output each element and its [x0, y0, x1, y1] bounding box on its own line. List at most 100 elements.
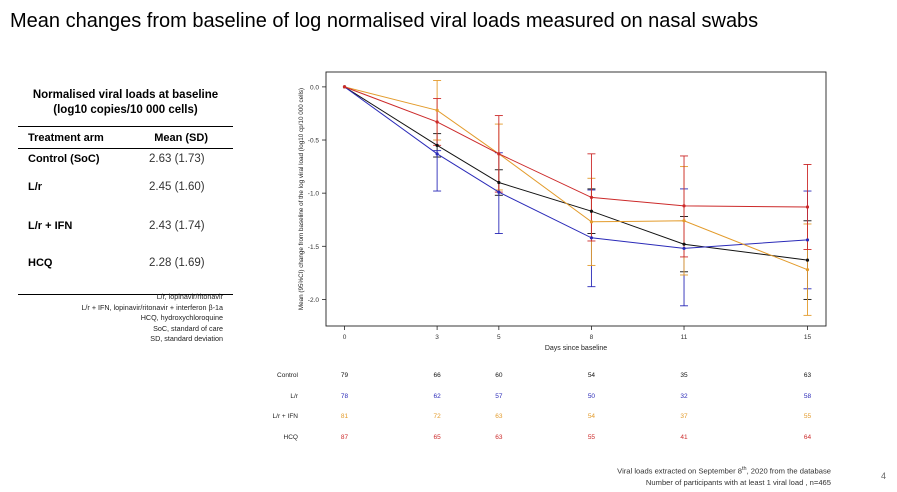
at-risk-count: 58 — [804, 393, 812, 400]
at-risk-count: 63 — [804, 372, 812, 379]
footnote-line-2: Number of participants with at least 1 v… — [645, 477, 831, 487]
abbreviation-line: L/r + IFN, lopinavir/ritonavir + interfe… — [81, 302, 223, 312]
abbreviation-line: SD, standard deviation — [150, 334, 223, 344]
at-risk-count: 63 — [495, 413, 503, 420]
at-risk-count: 54 — [588, 372, 596, 379]
at-risk-count: 50 — [588, 393, 596, 400]
arm-name: HCQ — [28, 257, 53, 269]
arm-mean: 2.63 (1.73) — [149, 153, 205, 165]
table-caption: Normalised viral loads at baseline (log1… — [18, 88, 233, 118]
x-tick-label: 8 — [590, 334, 594, 341]
plot-frame — [325, 71, 827, 327]
at-risk-count: 60 — [495, 372, 503, 379]
at-risk-count: 32 — [680, 393, 688, 400]
abbreviations-legend: L/r, lopinavir/ritonavir L/r + IFN, lopi… — [10, 292, 223, 345]
col-header-mean: Mean (SD) — [154, 132, 208, 144]
data-point — [682, 204, 686, 208]
data-point — [435, 152, 439, 156]
arm-name: L/r + IFN — [28, 220, 73, 232]
abbreviation-line: L/r, lopinavir/ritonavir — [156, 292, 223, 301]
at-risk-count: 66 — [433, 372, 441, 379]
x-axis-label: Days since baseline — [545, 345, 607, 352]
data-point — [497, 180, 501, 185]
at-risk-count: 87 — [341, 434, 349, 441]
at-risk-count: 41 — [680, 434, 688, 441]
col-header-arm: Treatment arm — [28, 132, 104, 144]
arm-name: L/r — [28, 181, 43, 193]
data-point — [342, 85, 347, 89]
y-tick-label: -1.5 — [308, 244, 320, 251]
arm-mean: 2.43 (1.74) — [149, 220, 205, 232]
data-point — [805, 205, 810, 209]
table-row: L/r + IFN 2.43 (1.74) — [18, 220, 233, 240]
data-point — [805, 268, 810, 272]
data-point — [682, 246, 686, 251]
at-risk-row-label: HCQ — [284, 434, 298, 441]
at-risk-count: 62 — [433, 393, 441, 400]
data-point — [589, 236, 594, 240]
at-risk-row-label: Control — [277, 372, 299, 379]
footnote: Viral loads extracted on September 8th, … — [617, 464, 831, 488]
y-tick-label: -0.5 — [308, 138, 320, 145]
caption-line-2: (log10 copies/10 000 cells) — [53, 104, 198, 116]
data-point — [435, 120, 439, 124]
abbreviation-line: HCQ, hydroxychloroquine — [140, 313, 223, 323]
series-line — [344, 86, 808, 271]
x-tick-label: 0 — [343, 334, 347, 341]
data-point — [589, 209, 594, 213]
at-risk-count: 64 — [804, 434, 812, 441]
data-point — [805, 258, 810, 262]
data-point — [435, 143, 439, 147]
at-risk-count: 79 — [341, 372, 349, 379]
footnote-line-1-end: , 2020 from the database — [746, 466, 831, 476]
y-tick-label: -2.0 — [308, 297, 320, 304]
table-header-row: Treatment arm Mean (SD) — [18, 126, 233, 149]
at-risk-count: 37 — [680, 413, 688, 420]
data-point — [682, 219, 686, 223]
caption-line-1: Normalised viral loads at baseline — [32, 89, 219, 101]
series-line — [344, 86, 808, 208]
footnote-superscript: th — [741, 466, 747, 472]
x-tick-label: 11 — [681, 334, 688, 341]
at-risk-count: 55 — [804, 413, 812, 420]
table-row: L/r 2.45 (1.60) — [18, 181, 233, 201]
data-point — [805, 238, 810, 242]
arm-name: Control (SoC) — [28, 153, 100, 165]
at-risk-count: 78 — [341, 393, 349, 400]
series-line — [344, 86, 808, 249]
x-tick-label: 3 — [435, 334, 439, 341]
table-row: HCQ 2.28 (1.69) — [18, 257, 233, 277]
at-risk-count: 57 — [495, 393, 503, 400]
at-risk-count: 54 — [588, 413, 596, 420]
table-row: Control (SoC) 2.63 (1.73) — [18, 153, 233, 173]
y-axis-label: Mean (95%CI) change from baseline of the… — [298, 88, 305, 310]
x-tick-label: 15 — [804, 334, 812, 341]
at-risk-row-label: L/r — [290, 393, 298, 400]
x-tick-label: 5 — [497, 334, 501, 341]
at-risk-count: 65 — [433, 434, 441, 441]
footnote-line-1: Viral loads extracted on September 8th, … — [617, 464, 831, 477]
abbreviation-line: SoC, standard of care — [153, 323, 223, 333]
data-point — [682, 242, 686, 246]
at-risk-count: 72 — [433, 413, 441, 420]
arm-mean: 2.28 (1.69) — [149, 257, 205, 269]
at-risk-count: 35 — [680, 372, 688, 379]
data-point — [589, 220, 594, 224]
footnote-line-1-text: Viral loads extracted on September 8 — [617, 466, 742, 476]
slide-title: Mean changes from baseline of log normal… — [10, 10, 759, 32]
y-tick-label: 0.0 — [310, 84, 319, 91]
data-point — [589, 195, 594, 200]
baseline-table: Normalised viral loads at baseline (log1… — [18, 88, 233, 295]
data-point — [497, 190, 501, 194]
at-risk-count: 55 — [588, 434, 596, 441]
data-point — [435, 108, 439, 112]
slide-number: 4 — [881, 471, 887, 481]
y-tick-label: -1.0 — [308, 191, 320, 198]
table-bottom-rule — [18, 294, 233, 295]
at-risk-count: 81 — [341, 413, 349, 420]
arm-mean: 2.45 (1.60) — [149, 181, 205, 193]
data-point — [497, 152, 501, 156]
at-risk-count: 63 — [495, 434, 503, 441]
